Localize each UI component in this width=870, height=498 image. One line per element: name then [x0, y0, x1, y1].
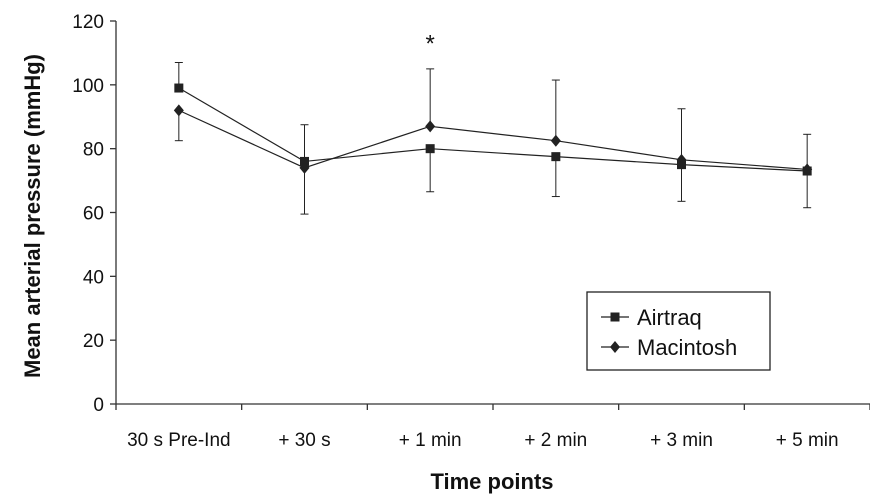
legend-label-airtraq: Airtraq [637, 305, 702, 330]
x-axis-title: Time points [430, 469, 553, 494]
data-point-airtraq [425, 144, 435, 154]
y-tick-label: 20 [83, 331, 104, 352]
data-point-macintosh [550, 134, 561, 147]
legend: Airtraq Macintosh [586, 291, 771, 371]
x-tick-label: 30 s Pre-Ind [127, 430, 231, 451]
y-tick-label: 120 [72, 12, 104, 33]
legend-marker-airtraq [610, 312, 620, 322]
x-tick-label: + 5 min [776, 430, 839, 451]
data-point-macintosh [802, 163, 813, 176]
y-axis-ticks: 0 20 40 60 80 100 120 [72, 12, 116, 416]
data-point-macintosh [425, 120, 436, 133]
significance-marker: * [425, 30, 434, 57]
data-point-airtraq [174, 83, 184, 93]
series-lines [178, 87, 808, 172]
error-bars [174, 61, 812, 215]
legend-entries: Airtraq Macintosh [601, 305, 737, 360]
legend-label-macintosh: Macintosh [637, 335, 737, 360]
series-line-macintosh [178, 109, 808, 171]
y-tick-label: 60 [83, 204, 104, 225]
y-tick-label: 40 [83, 267, 104, 288]
x-axis-ticks: 30 s Pre-Ind + 30 s + 1 min + 2 min + 3 min +… [115, 404, 870, 451]
data-point-macintosh [299, 161, 310, 174]
y-tick-label: 100 [72, 76, 104, 97]
x-tick-label: + 30 s [278, 430, 330, 451]
y-axis-title: Mean arterial pressure (mmHg) [20, 54, 45, 378]
data-point-macintosh [173, 104, 184, 117]
y-tick-label: 0 [93, 395, 104, 416]
data-markers [173, 83, 813, 176]
legend-marker-macintosh [610, 341, 620, 353]
x-tick-label: + 2 min [524, 430, 587, 451]
data-point-macintosh [676, 153, 687, 166]
series-line-airtraq [178, 87, 808, 172]
data-point-airtraq [300, 156, 309, 166]
y-tick-label: 80 [83, 140, 104, 161]
legend-box [586, 291, 771, 371]
data-point-airtraq [551, 152, 561, 162]
x-tick-label: + 1 min [399, 430, 462, 451]
annotations: * [425, 30, 434, 57]
x-tick-label: + 3 min [650, 430, 713, 451]
